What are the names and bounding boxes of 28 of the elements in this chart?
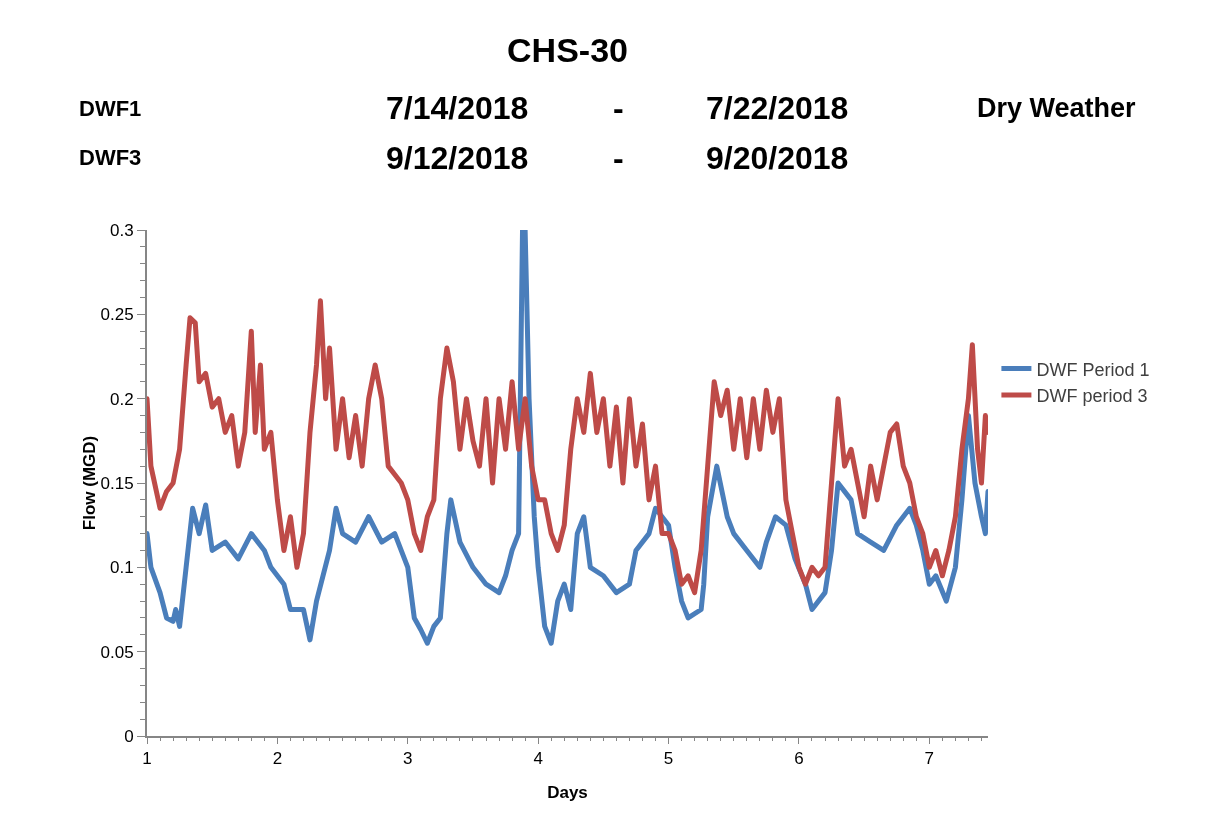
x-tick-label: 2 — [272, 749, 283, 769]
text: DWF3 — [79, 145, 142, 170]
y-tick-label: 0.1 — [109, 558, 134, 578]
y-axis-title: Flow (MGD) — [79, 435, 99, 531]
text: 7/22/2018 — [706, 90, 849, 126]
text: DWF1 — [79, 96, 142, 121]
x-tick-label: 5 — [663, 749, 674, 769]
y-tick-label: 0.15 — [100, 473, 134, 493]
text: 9/20/2018 — [706, 140, 849, 176]
chart-title: CHS-30 — [507, 30, 628, 69]
x-tick-label: 1 — [142, 749, 152, 769]
x-tick-label: 4 — [533, 749, 543, 769]
text: 7/14/2018 — [386, 90, 529, 126]
text: 9/12/2018 — [386, 140, 529, 176]
y-tick-label: 0.2 — [109, 389, 134, 409]
y-tick-label: 0 — [124, 726, 134, 746]
x-axis-title: Days — [547, 783, 588, 802]
text: - — [613, 90, 624, 126]
text: Dry Weather — [977, 93, 1137, 123]
x-tick-label: 3 — [403, 749, 413, 769]
x-tick-label: 7 — [924, 749, 935, 769]
legend-label: DWF period 3 — [1036, 385, 1148, 406]
text: - — [613, 140, 624, 176]
y-tick-label: 0.05 — [100, 642, 134, 662]
y-tick-label: 0.3 — [109, 220, 134, 240]
legend-label: DWF Period 1 — [1036, 359, 1150, 380]
y-tick-label: 0.25 — [100, 305, 134, 325]
x-tick-label: 6 — [794, 749, 804, 769]
